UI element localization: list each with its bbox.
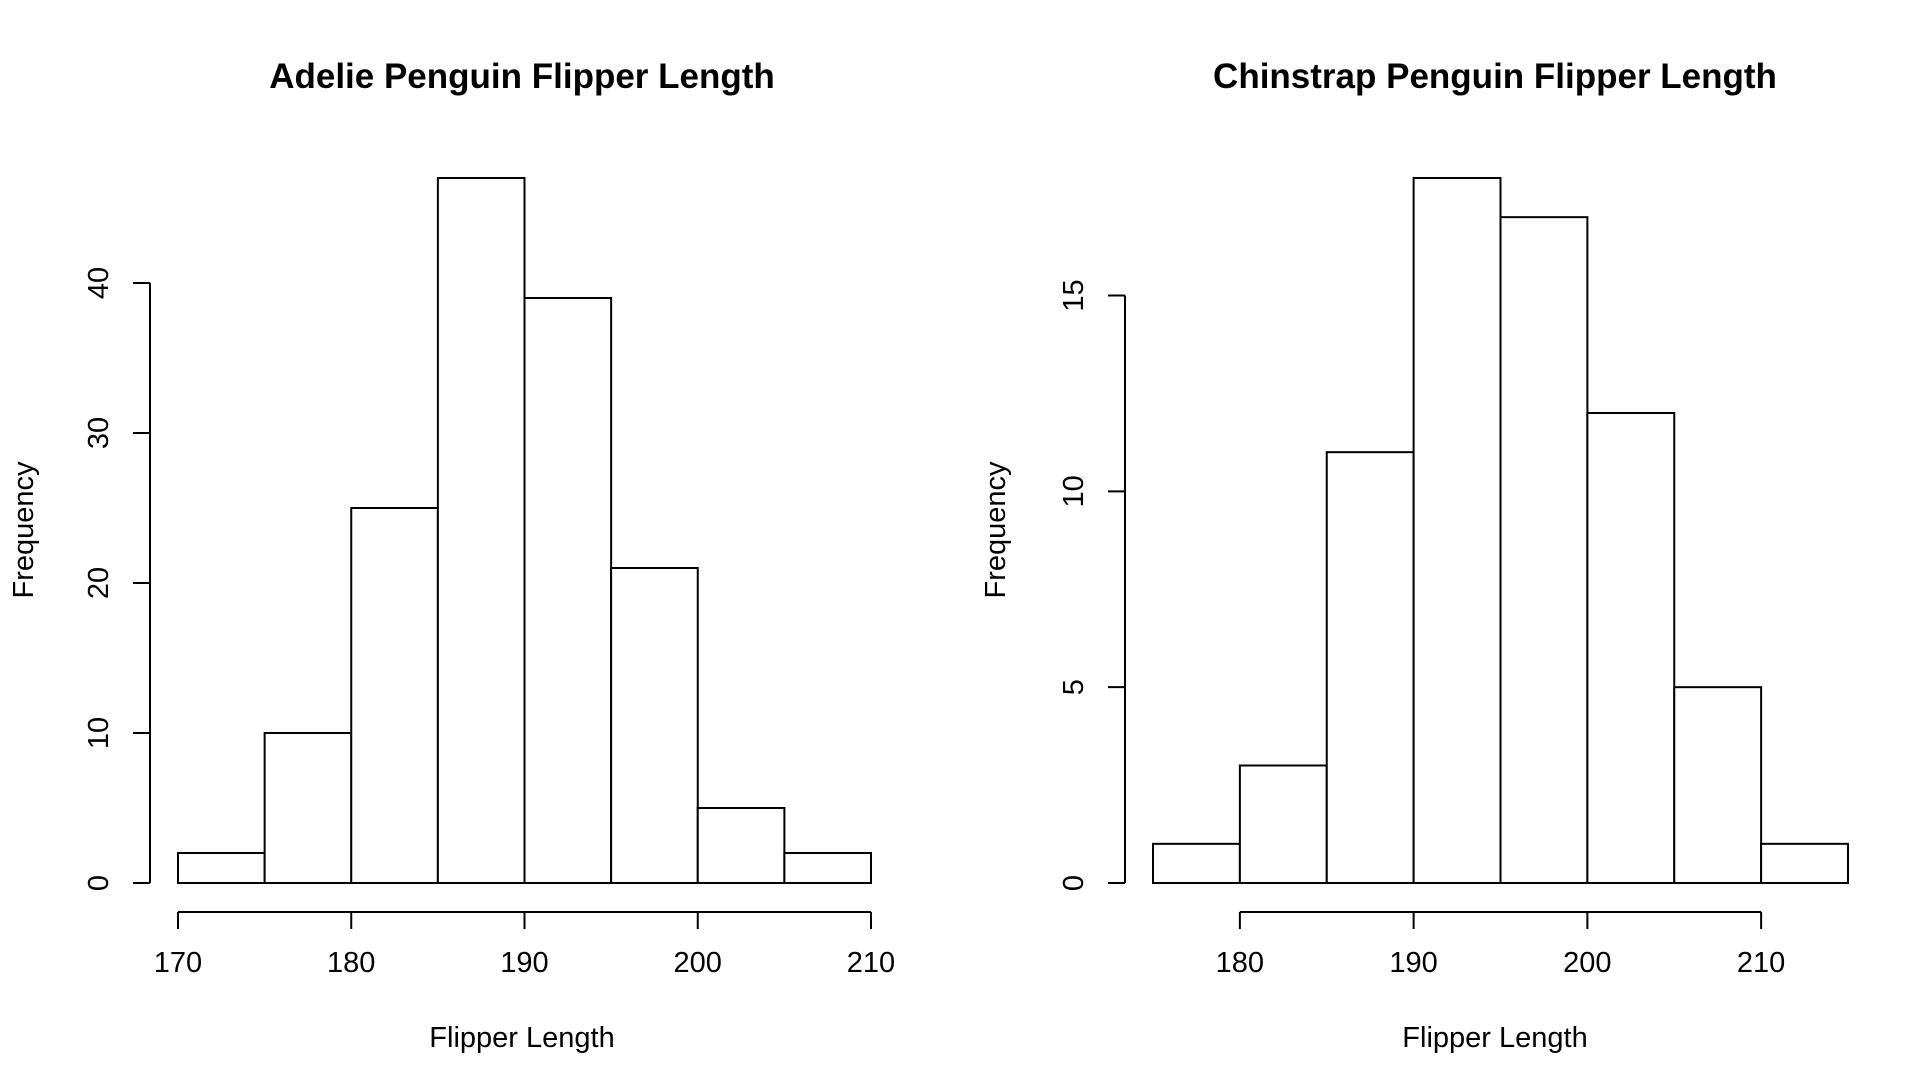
- chinstrap-bar: [1673, 686, 1763, 885]
- chinstrap-chart-title: Chinstrap Penguin Flipper Length: [1213, 57, 1777, 96]
- adelie-x-tick-label: 180: [327, 947, 375, 979]
- adelie-x-tick-label: 210: [847, 947, 895, 979]
- adelie-y-tick-label: 10: [83, 717, 115, 749]
- chinstrap-y-tick-label: 5: [1058, 679, 1090, 695]
- adelie-bar: [263, 732, 353, 884]
- adelie-bars: [177, 177, 872, 884]
- chinstrap-x-tick-label: 210: [1737, 947, 1785, 979]
- adelie-histogram-panel: Adelie Penguin Flipper Length Frequency …: [8, 57, 895, 1054]
- chinstrap-bar: [1586, 412, 1676, 884]
- adelie-bar: [350, 507, 439, 884]
- adelie-bar: [783, 852, 872, 884]
- adelie-bar: [610, 567, 699, 884]
- adelie-x-tick-label: 200: [674, 947, 722, 979]
- adelie-y-axis-label: Frequency: [8, 461, 40, 599]
- chinstrap-bar: [1412, 177, 1502, 884]
- chinstrap-bar: [1499, 216, 1589, 884]
- chinstrap-y-tick-label: 0: [1058, 875, 1090, 891]
- chinstrap-x-tick-label: 180: [1216, 947, 1264, 979]
- adelie-y-tick-label: 40: [83, 267, 115, 299]
- chinstrap-bar: [1152, 842, 1241, 884]
- adelie-x-tick-label: 170: [154, 947, 202, 979]
- chinstrap-bars: [1152, 177, 1849, 885]
- adelie-y-axis: 0 10 20 30 40: [83, 267, 151, 891]
- chinstrap-x-axis-label: Flipper Length: [1402, 1022, 1587, 1054]
- chinstrap-bar: [1325, 451, 1415, 884]
- adelie-y-tick-label: 20: [83, 567, 115, 599]
- adelie-x-axis: 170 180 190 200 210: [154, 911, 895, 979]
- adelie-bar: [177, 852, 266, 884]
- adelie-y-tick-label: 30: [83, 417, 115, 449]
- adelie-bar: [523, 297, 613, 884]
- chinstrap-histogram-panel: Chinstrap Penguin Flipper Length Frequen…: [980, 57, 1849, 1054]
- chinstrap-bar: [1760, 842, 1849, 884]
- adelie-x-axis-label: Flipper Length: [429, 1022, 614, 1054]
- chinstrap-x-tick-label: 190: [1389, 947, 1437, 979]
- chinstrap-y-axis-label: Frequency: [980, 461, 1012, 599]
- adelie-bar: [696, 807, 786, 884]
- chinstrap-y-tick-label: 10: [1058, 475, 1090, 507]
- chinstrap-x-tick-label: 200: [1563, 947, 1611, 979]
- adelie-chart-title: Adelie Penguin Flipper Length: [269, 57, 775, 96]
- chinstrap-y-tick-label: 15: [1058, 279, 1090, 311]
- adelie-bar: [436, 177, 526, 884]
- adelie-y-tick-label: 0: [83, 875, 115, 891]
- chinstrap-y-axis: 0 5 10 15: [1058, 279, 1126, 891]
- adelie-x-tick-label: 190: [500, 947, 548, 979]
- chinstrap-x-axis: 180 190 200 210: [1216, 911, 1785, 979]
- chinstrap-bar: [1238, 764, 1328, 884]
